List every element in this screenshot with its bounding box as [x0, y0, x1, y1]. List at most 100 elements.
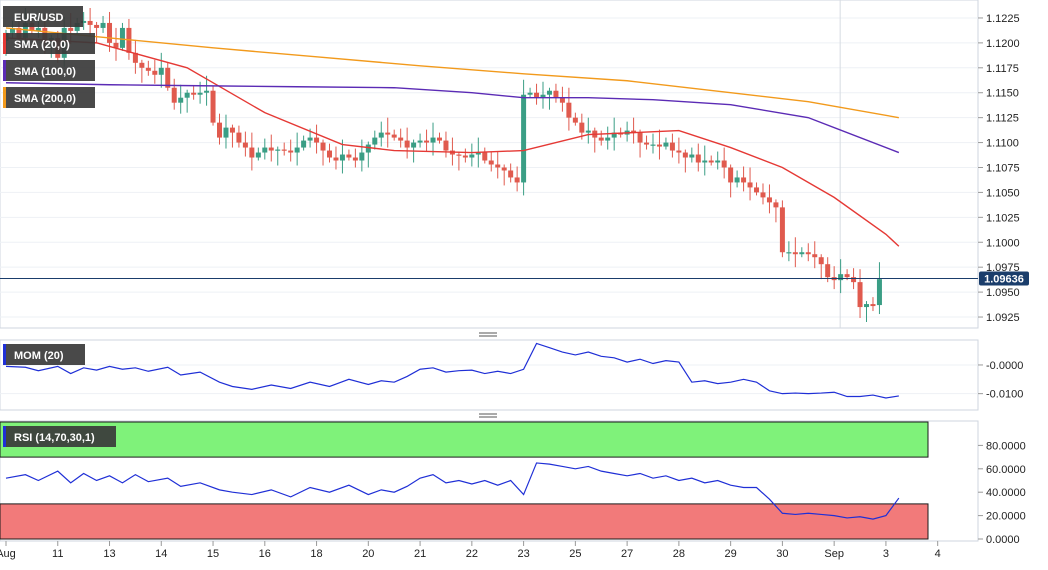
candle-body	[521, 94, 527, 183]
candle-body	[773, 202, 779, 208]
price-tick-label: 1.1050	[986, 187, 1020, 199]
candle-body	[398, 137, 404, 141]
candle-body	[741, 177, 747, 183]
price-tick-label: 1.1025	[986, 212, 1020, 224]
x-tick-label: Sep	[824, 548, 844, 560]
legend-rsi[interactable]: RSI (14,70,30,1)	[3, 426, 116, 447]
candle-body	[702, 160, 708, 163]
candle-body	[68, 27, 74, 31]
legend-momentum[interactable]: MOM (20)	[3, 344, 85, 365]
candle-body	[728, 167, 734, 183]
x-tick-label: 30	[776, 548, 788, 560]
x-tick-label: 28	[673, 548, 685, 560]
candle-body	[825, 264, 831, 278]
candle-body	[469, 154, 475, 158]
candle-body	[100, 22, 106, 28]
candle-body	[572, 117, 578, 123]
rsi-line	[5, 462, 900, 520]
candle-body	[534, 92, 540, 98]
price-tick-label: 1.1175	[986, 63, 1019, 75]
legend-sma-200[interactable]: SMA (200,0)	[3, 87, 95, 108]
candle-body	[255, 152, 261, 158]
candle-body	[864, 304, 870, 308]
candle-body	[197, 92, 203, 95]
sma-200-label: SMA (200,0)	[14, 93, 76, 105]
candle-body	[391, 134, 397, 138]
rsi-oversold-zone	[0, 503, 929, 540]
price-tick-label: 1.0950	[986, 287, 1020, 299]
candle-body	[436, 137, 442, 141]
x-tick-label: 22	[466, 548, 478, 560]
candle-body	[119, 27, 125, 48]
candle-body	[107, 22, 113, 43]
candle-body	[818, 257, 824, 265]
candle-body	[139, 62, 145, 68]
sma-100-label: SMA (100,0)	[14, 66, 76, 78]
candle-body	[385, 132, 391, 135]
rsi-tick-label: 40.0000	[986, 487, 1026, 499]
candle-body	[333, 157, 339, 161]
candle-body	[527, 92, 533, 95]
candle-body	[605, 137, 611, 141]
candle-body	[378, 132, 384, 138]
candle-body	[178, 97, 184, 103]
candle-body	[9, 27, 15, 33]
price-tick-label: 1.1225	[986, 13, 1020, 25]
price-tick-label: 1.1000	[986, 237, 1020, 249]
candle-body	[838, 274, 844, 281]
candle-body	[320, 142, 326, 151]
candle-body	[637, 132, 643, 143]
candle-body	[424, 140, 430, 143]
price-tick-label: 1.1100	[986, 138, 1019, 150]
panel-resize-handle[interactable]	[479, 413, 497, 418]
x-tick-label: 29	[725, 548, 737, 560]
candle-body	[786, 252, 792, 254]
candle-body	[812, 254, 818, 258]
rsi-tick-label: 60.0000	[986, 464, 1026, 476]
candle-body	[294, 147, 300, 153]
candle-body	[611, 132, 617, 138]
rsi-tick-label: 20.0000	[986, 511, 1026, 523]
price-tick-label: 1.1125	[986, 113, 1019, 125]
candle-body	[566, 102, 572, 118]
candle-body	[721, 160, 727, 168]
candle-body	[669, 142, 675, 151]
candle-body	[857, 282, 863, 308]
candle-body	[191, 92, 197, 95]
candle-body	[456, 154, 462, 156]
candle-body	[314, 137, 320, 143]
candle-body	[372, 137, 378, 145]
candle-body	[546, 90, 552, 95]
rsi-tick-label: 80.0000	[986, 440, 1026, 452]
candle-body	[708, 160, 714, 163]
candle-body	[165, 67, 171, 88]
rsi-overbought-zone	[0, 421, 929, 458]
x-tick-label: 20	[362, 548, 374, 560]
candle-body	[249, 147, 255, 158]
rsi-tick-label: 0.0000	[986, 534, 1020, 546]
x-tick-label: 15	[207, 548, 219, 560]
candle-body	[663, 142, 669, 147]
momentum-line	[5, 342, 899, 399]
last-price-tag: 1.09636	[979, 271, 1029, 286]
candle-body	[242, 142, 248, 148]
legend-symbol[interactable]: EUR/USD	[3, 6, 83, 27]
candle-body	[695, 154, 701, 163]
panel-resize-handle[interactable]	[479, 332, 497, 337]
candle-body	[514, 177, 520, 183]
candle-body	[501, 167, 507, 171]
candle-body	[430, 137, 436, 143]
candle-body	[488, 160, 494, 165]
candle-body	[876, 279, 882, 306]
candle-body	[184, 92, 190, 98]
candle-body	[656, 144, 662, 147]
candle-body	[210, 90, 216, 123]
candle-body	[598, 137, 604, 141]
price-tick-label: 1.1075	[986, 162, 1020, 174]
x-tick-label: 11	[52, 548, 63, 560]
legend-sma-100[interactable]: SMA (100,0)	[3, 60, 95, 81]
legend-sma-20[interactable]: SMA (20,0)	[3, 33, 95, 54]
candle-body	[262, 147, 268, 153]
candle-body	[113, 42, 119, 48]
